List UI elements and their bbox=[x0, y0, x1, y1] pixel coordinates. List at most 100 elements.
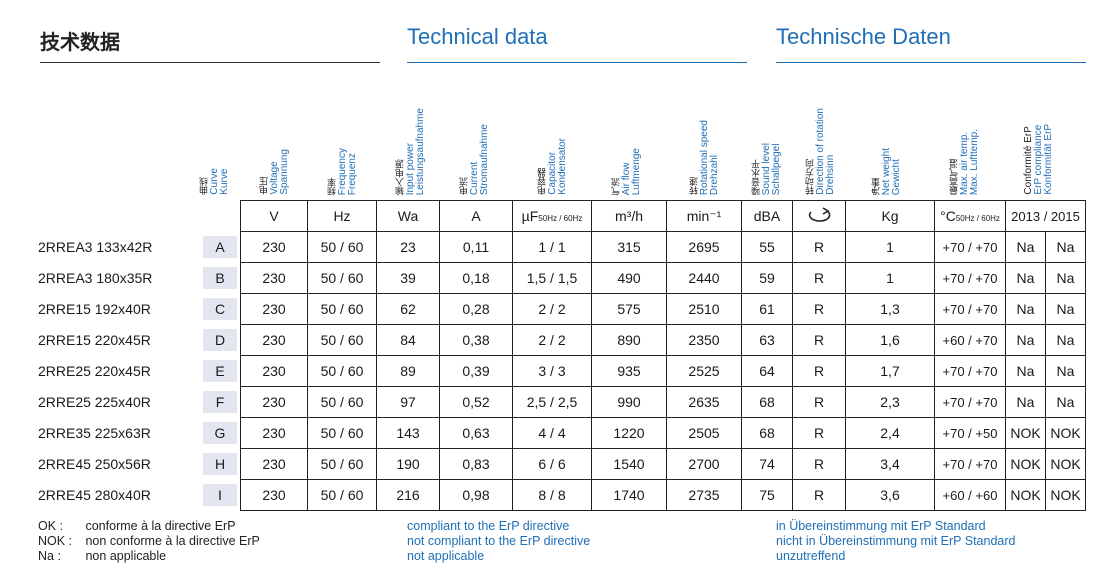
curve-cell: F bbox=[200, 387, 241, 418]
notes-de: in Übereinstimmung mit ErP Standard nich… bbox=[776, 519, 1015, 564]
curve-cell: G bbox=[200, 418, 241, 449]
cell-weight: 3,4 bbox=[845, 448, 935, 480]
cell-temp: +70 / +70 bbox=[934, 448, 1006, 480]
clockwise-rotation-arrow-icon bbox=[808, 207, 831, 222]
curve-label: H bbox=[203, 453, 237, 475]
cell-airflow: 935 bbox=[591, 355, 667, 387]
model-name: 2RREA3 180x35R bbox=[38, 270, 153, 286]
cell-rotation: R bbox=[792, 417, 846, 449]
unit-temp: °C50Hz / 60Hz bbox=[934, 200, 1006, 232]
model-name: 2RRE15 220x45R bbox=[38, 332, 151, 348]
cell-sound: 55 bbox=[741, 231, 793, 263]
cell-rotation: R bbox=[792, 231, 846, 263]
cell-sound: 59 bbox=[741, 262, 793, 294]
curve-label: A bbox=[203, 236, 237, 258]
cell-weight: 3,6 bbox=[845, 479, 935, 511]
note-en-ok: compliant to the ErP directive bbox=[407, 519, 570, 533]
cell-temp: +70 / +70 bbox=[934, 386, 1006, 418]
note-de-na: unzutreffend bbox=[776, 549, 846, 563]
col-header-airflow: 气流 Air flow Luftmenge bbox=[612, 147, 642, 195]
cell-speed: 2525 bbox=[666, 355, 742, 387]
cell-power: 190 bbox=[376, 448, 440, 480]
cell-sound: 61 bbox=[741, 293, 793, 325]
unit-erp: 2013 / 2015 bbox=[1005, 200, 1086, 232]
col-header-curve: 曲线 Curve Kurve bbox=[200, 168, 230, 195]
technical-data-table: V Hz Wa A µF50Hz / 60Hz m³/h min⁻¹ dBA K… bbox=[36, 200, 1086, 511]
cell-capacitor: 6 / 6 bbox=[512, 448, 592, 480]
cell-temp: +70 / +70 bbox=[934, 355, 1006, 387]
cell-power: 97 bbox=[376, 386, 440, 418]
cell-voltage: 230 bbox=[240, 324, 308, 356]
table-row: 2RRE45 250x56R H 230 50 / 60 190 0,83 6 / 6 154… bbox=[36, 448, 1086, 480]
col-header-weight: 净重 Net weight Gewicht bbox=[872, 147, 902, 195]
cell-airflow: 315 bbox=[591, 231, 667, 263]
cell-current: 0,39 bbox=[439, 355, 513, 387]
col-header-voltage: 电压 Voltage Spannung bbox=[260, 149, 290, 195]
cell-speed: 2505 bbox=[666, 417, 742, 449]
cell-capacitor: 2 / 2 bbox=[512, 324, 592, 356]
cell-erp2015: Na bbox=[1045, 324, 1086, 356]
col-header-erp: Conformité ErP ErP compliance Konformität … bbox=[1023, 124, 1054, 195]
cell-erp2013: Na bbox=[1005, 231, 1046, 263]
cell-current: 0,18 bbox=[439, 262, 513, 294]
col-header-frequency: 频率 Frequency Frequenz bbox=[328, 147, 358, 195]
note-en-nok: not compliant to the ErP directive bbox=[407, 534, 591, 548]
col-header-sound: 噪音水平 Sound level Schallpegel bbox=[752, 142, 782, 195]
col-header-rotation: 转动方向 Direction of rotation Drehsinn bbox=[806, 108, 836, 195]
cell-power: 39 bbox=[376, 262, 440, 294]
cell-frequency: 50 / 60 bbox=[307, 479, 377, 511]
cell-speed: 2735 bbox=[666, 479, 742, 511]
unit-speed: min⁻¹ bbox=[666, 200, 742, 232]
cell-airflow: 1540 bbox=[591, 448, 667, 480]
heading-cn: 技术数据 bbox=[40, 30, 120, 54]
cell-sound: 75 bbox=[741, 479, 793, 511]
cell-frequency: 50 / 60 bbox=[307, 386, 377, 418]
unit-airflow: m³/h bbox=[591, 200, 667, 232]
cell-power: 89 bbox=[376, 355, 440, 387]
cell-weight: 2,3 bbox=[845, 386, 935, 418]
cell-frequency: 50 / 60 bbox=[307, 448, 377, 480]
unit-rotation bbox=[792, 200, 846, 232]
cell-airflow: 1740 bbox=[591, 479, 667, 511]
table-body: 2RREA3 133x42R A 230 50 / 60 23 0,11 1 / 1 315 2… bbox=[36, 231, 1086, 511]
cell-erp2013: NOK bbox=[1005, 417, 1046, 449]
cell-current: 0,28 bbox=[439, 293, 513, 325]
cell-erp2015: NOK bbox=[1045, 448, 1086, 480]
cell-rotation: R bbox=[792, 355, 846, 387]
curve-label: E bbox=[203, 360, 237, 382]
cell-rotation: R bbox=[792, 262, 846, 294]
cell-speed: 2635 bbox=[666, 386, 742, 418]
cell-erp2015: Na bbox=[1045, 386, 1086, 418]
curve-label: G bbox=[203, 422, 237, 444]
cell-speed: 2350 bbox=[666, 324, 742, 356]
cell-erp2013: Na bbox=[1005, 293, 1046, 325]
curve-label: B bbox=[203, 267, 237, 289]
cell-speed: 2700 bbox=[666, 448, 742, 480]
table-row: 2RRE25 220x45R E 230 50 / 60 89 0,39 3 / 3 935 2… bbox=[36, 355, 1086, 387]
cell-airflow: 575 bbox=[591, 293, 667, 325]
cell-current: 0,52 bbox=[439, 386, 513, 418]
model-name: 2RRE15 192x40R bbox=[38, 301, 151, 317]
table-row: 2RRE35 225x63R G 230 50 / 60 143 0,63 4 / 4 122… bbox=[36, 417, 1086, 449]
cell-current: 0,83 bbox=[439, 448, 513, 480]
cell-erp2015: NOK bbox=[1045, 417, 1086, 449]
unit-weight: Kg bbox=[845, 200, 935, 232]
curve-cell: C bbox=[200, 294, 241, 325]
cell-voltage: 230 bbox=[240, 479, 308, 511]
cell-capacitor: 2,5 / 2,5 bbox=[512, 386, 592, 418]
cell-weight: 2,4 bbox=[845, 417, 935, 449]
cell-weight: 1,3 bbox=[845, 293, 935, 325]
cell-weight: 1 bbox=[845, 231, 935, 263]
cell-temp: +70 / +70 bbox=[934, 293, 1006, 325]
cell-airflow: 1220 bbox=[591, 417, 667, 449]
cell-temp: +70 / +50 bbox=[934, 417, 1006, 449]
cell-frequency: 50 / 60 bbox=[307, 355, 377, 387]
cell-weight: 1 bbox=[845, 262, 935, 294]
cell-power: 216 bbox=[376, 479, 440, 511]
curve-label: I bbox=[203, 484, 237, 506]
unit-power: Wa bbox=[376, 200, 440, 232]
cell-frequency: 50 / 60 bbox=[307, 293, 377, 325]
col-header-input-power: 输入电源 Input power Leistungsaufnahme bbox=[396, 107, 426, 195]
cell-frequency: 50 / 60 bbox=[307, 324, 377, 356]
cell-capacitor: 4 / 4 bbox=[512, 417, 592, 449]
